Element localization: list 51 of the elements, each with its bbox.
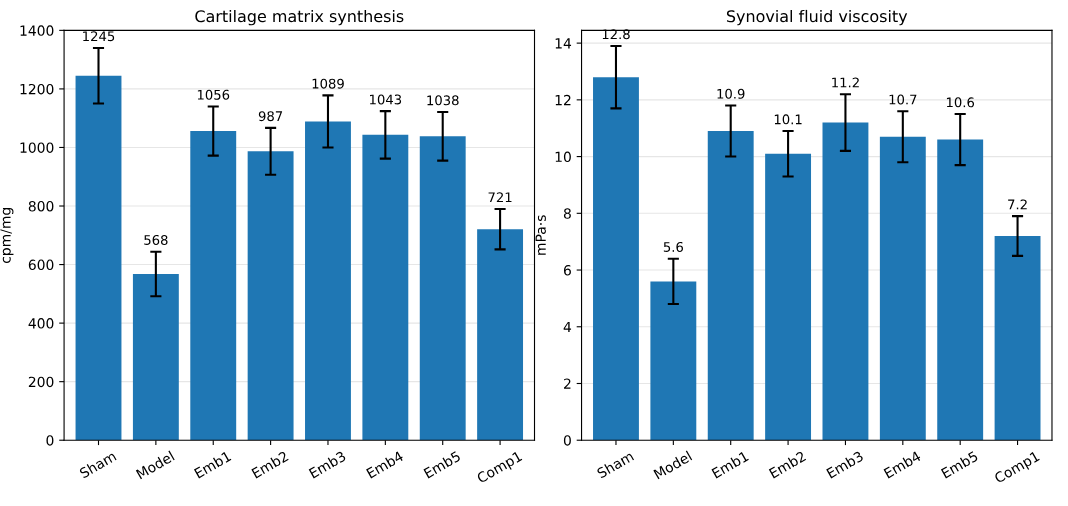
data-label: 10.1 xyxy=(774,114,802,125)
y-tick-label: 800 xyxy=(28,200,54,212)
y-tick-label: 8 xyxy=(563,208,571,219)
data-label: 7.2 xyxy=(1008,199,1027,210)
y-tick-label: 2 xyxy=(564,378,571,389)
y-tick-label: 1400 xyxy=(20,25,54,36)
bar xyxy=(650,281,697,441)
data-label: 10.9 xyxy=(717,88,745,99)
data-label: 1245 xyxy=(83,31,115,42)
y-tick-label: 0 xyxy=(563,435,571,446)
y-axis-title: mPa·s xyxy=(535,215,546,255)
y-tick-label: 600 xyxy=(28,259,54,271)
data-label: 5.6 xyxy=(663,241,683,252)
bar xyxy=(994,236,1041,441)
data-label: 987 xyxy=(258,111,283,122)
bar xyxy=(419,136,466,441)
data-label: 568 xyxy=(144,234,168,245)
y-tick-label: 10 xyxy=(555,151,571,163)
bar xyxy=(707,131,754,441)
bar xyxy=(593,77,639,441)
y-tick-label: 0 xyxy=(46,435,54,446)
bar xyxy=(822,122,869,441)
y-axis-title: cpm/mg xyxy=(0,208,14,264)
bar xyxy=(765,153,812,441)
bar xyxy=(937,139,984,441)
bar xyxy=(477,229,524,441)
bar xyxy=(75,75,122,441)
data-label: 1038 xyxy=(427,95,459,106)
bar xyxy=(190,131,237,441)
y-tick-label: 1200 xyxy=(20,83,54,95)
data-label: 10.7 xyxy=(889,94,917,105)
data-label: 11.2 xyxy=(832,77,859,88)
y-tick-label: 1000 xyxy=(20,142,54,153)
bar xyxy=(247,151,294,441)
bar xyxy=(879,136,926,441)
data-label: 1089 xyxy=(312,78,344,89)
data-label: 10.6 xyxy=(946,97,975,108)
data-label: 1043 xyxy=(370,94,402,105)
y-tick-label: 12 xyxy=(555,94,571,106)
y-tick-label: 400 xyxy=(28,318,54,329)
bar xyxy=(305,121,351,441)
y-tick-label: 14 xyxy=(555,38,572,49)
y-tick-label: 6 xyxy=(563,265,571,276)
y-tick-label: 200 xyxy=(28,376,54,388)
chart-title: Cartilage matrix synthesis xyxy=(195,9,404,26)
chart-title: Synovial fluid viscosity xyxy=(726,9,908,26)
bar xyxy=(132,273,179,441)
data-label: 1056 xyxy=(197,89,230,100)
bar xyxy=(362,134,409,441)
y-tick-label: 4 xyxy=(563,321,572,333)
data-label: 721 xyxy=(488,192,512,203)
